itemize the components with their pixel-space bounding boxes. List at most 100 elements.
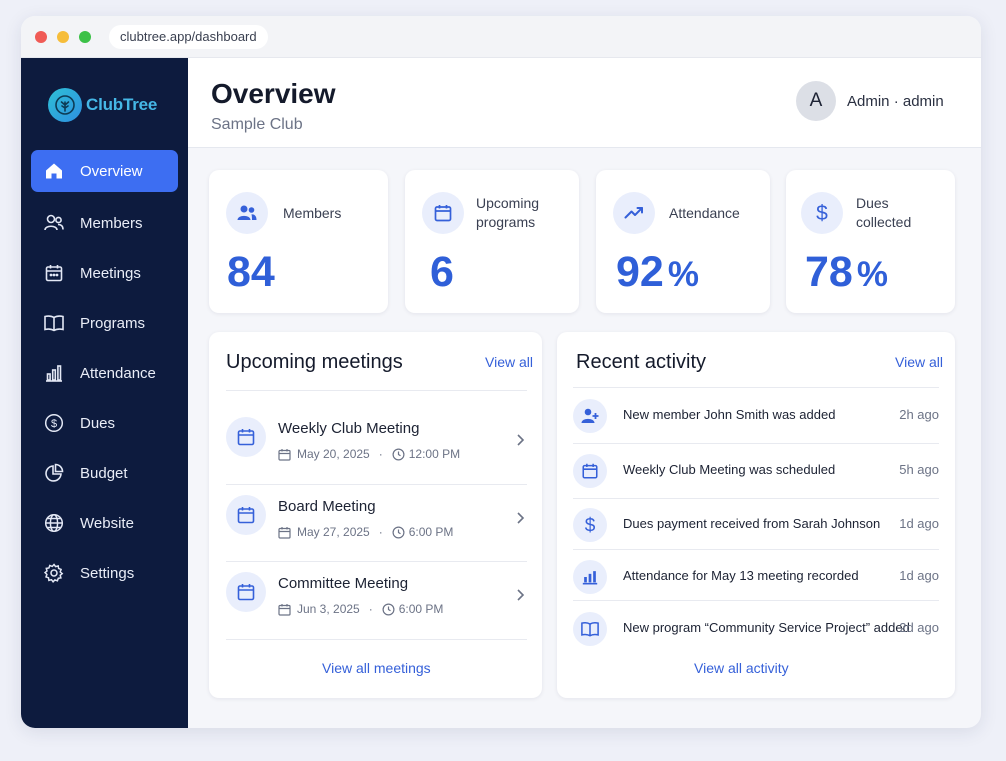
- user-menu[interactable]: Admin · admin: [847, 93, 944, 110]
- calendar-icon: [422, 192, 464, 234]
- meeting-meta: May 20, 2025 · 12:00 PM: [278, 447, 460, 461]
- clock-icon: [392, 447, 405, 461]
- activity-item: New program “Community Service Project” …: [573, 602, 939, 654]
- page-title: Overview: [211, 78, 336, 109]
- sidebar-item-label: Overview: [80, 162, 143, 180]
- sidebar-item-overview[interactable]: Overview: [31, 150, 178, 192]
- activity-text: New program “Community Service Project” …: [623, 620, 910, 635]
- stat-value: 92%: [616, 248, 699, 296]
- address-bar[interactable]: clubtree.app/dashboard: [109, 25, 268, 49]
- meeting-time: 12:00 PM: [408, 447, 461, 461]
- activity-time: 1d ago: [899, 568, 939, 583]
- activity-time: 2h ago: [899, 407, 939, 422]
- meeting-meta: May 27, 2025 · 6:00 PM: [278, 525, 453, 539]
- chevron-right-icon: [517, 512, 525, 524]
- divider: [226, 561, 527, 562]
- sidebar-item-members[interactable]: Members: [31, 202, 178, 244]
- divider: [226, 639, 527, 640]
- stat-label: Members: [283, 205, 342, 221]
- sidebar-item-programs[interactable]: Programs: [31, 302, 178, 344]
- activity-text: Weekly Club Meeting was scheduled: [623, 462, 836, 477]
- chevron-right-icon: [517, 589, 525, 601]
- page-header: Overview Sample Club A Admin · admin: [188, 58, 981, 148]
- stat-label: Attendance: [669, 205, 740, 221]
- meeting-date: May 20, 2025: [297, 447, 370, 461]
- sidebar-item-label: Budget: [80, 464, 128, 482]
- dollar-icon: $: [801, 192, 843, 234]
- browser-titlebar: clubtree.app/dashboard: [21, 16, 981, 58]
- activity-text: New member John Smith was added: [623, 407, 836, 422]
- trending-up-icon: [613, 192, 655, 234]
- meeting-date: Jun 3, 2025: [297, 602, 360, 616]
- stat-card-attendance[interactable]: Attendance 92%: [596, 170, 770, 313]
- minimize-window-button[interactable]: [57, 31, 69, 43]
- pie-chart-icon: [43, 462, 65, 484]
- sidebar-item-label: Programs: [80, 314, 146, 332]
- activity-item: $ Dues payment received from Sarah Johns…: [573, 498, 939, 550]
- user-separator: ·: [893, 93, 903, 110]
- meeting-item[interactable]: Committee Meeting Jun 3, 2025 · 6:00 PM: [226, 558, 527, 635]
- clubtree-logo[interactable]: ClubTree: [48, 88, 157, 122]
- sidebar-item-label: Members: [80, 214, 143, 232]
- sidebar: ClubTree Overview Members Meetings Progr…: [21, 58, 188, 728]
- stat-value: 6: [430, 248, 454, 296]
- panel-title: Recent activity: [576, 351, 707, 373]
- meeting-item[interactable]: Weekly Club Meeting May 20, 2025 · 12:00…: [226, 403, 527, 480]
- stat-card-members[interactable]: Members 84: [209, 170, 388, 313]
- sidebar-item-attendance[interactable]: Attendance: [31, 352, 178, 394]
- user-plus-icon: [573, 399, 607, 433]
- calendar-small-icon: [278, 526, 291, 539]
- maximize-window-button[interactable]: [79, 31, 91, 43]
- bar-chart-icon: [573, 560, 607, 594]
- svg-text:$: $: [816, 202, 828, 224]
- close-window-button[interactable]: [35, 31, 47, 43]
- sidebar-item-website[interactable]: Website: [31, 502, 178, 544]
- user-role: admin: [902, 93, 944, 110]
- tree-logo-icon: [48, 88, 82, 122]
- panel-title: Upcoming meetings: [226, 351, 403, 373]
- activity-text: Attendance for May 13 meeting recorded: [623, 568, 859, 583]
- stat-card-upcoming-programs[interactable]: Upcoming programs 6: [405, 170, 579, 313]
- activity-time: 1d ago: [899, 516, 939, 531]
- sidebar-item-budget[interactable]: Budget: [31, 452, 178, 494]
- stat-card-dues-collected[interactable]: $ Dues collected 78%: [786, 170, 955, 313]
- avatar[interactable]: A: [796, 81, 836, 121]
- calendar-icon: [226, 495, 266, 535]
- calendar-icon: [226, 417, 266, 457]
- view-all-activity-link[interactable]: View all activity: [694, 660, 789, 676]
- calendar-small-icon: [278, 603, 291, 616]
- sidebar-item-label: Meetings: [80, 264, 141, 282]
- meeting-item[interactable]: Board Meeting May 27, 2025 · 6:00 PM: [226, 481, 527, 558]
- divider: [573, 600, 939, 601]
- clock-icon: [392, 525, 405, 539]
- activity-item: Attendance for May 13 meeting recorded 1…: [573, 550, 939, 602]
- view-all-meetings-link[interactable]: View all meetings: [322, 660, 431, 676]
- meetings-view-all-link[interactable]: View all: [485, 354, 533, 370]
- globe-icon: [43, 512, 65, 534]
- brand-name: ClubTree: [86, 95, 158, 114]
- meeting-date: May 27, 2025: [297, 525, 370, 539]
- chevron-right-icon: [517, 434, 525, 446]
- club-name: Sample Club: [211, 116, 303, 133]
- users-icon: [226, 192, 268, 234]
- bar-chart-icon: [43, 362, 65, 384]
- sidebar-item-settings[interactable]: Settings: [31, 552, 178, 594]
- upcoming-meetings-panel: Upcoming meetings View all Weekly Club M…: [209, 332, 542, 698]
- svg-text:$: $: [51, 418, 57, 430]
- activity-item: Weekly Club Meeting was scheduled 5h ago: [573, 444, 939, 496]
- divider: [226, 390, 527, 391]
- book-icon: [573, 612, 607, 646]
- sidebar-item-label: Website: [80, 514, 134, 532]
- user-name: Admin: [847, 93, 890, 110]
- divider: [573, 443, 939, 444]
- activity-view-all-link[interactable]: View all: [895, 354, 943, 370]
- dollar-circle-icon: $: [43, 412, 65, 434]
- book-icon: [43, 312, 65, 334]
- sidebar-item-dues[interactable]: $ Dues: [31, 402, 178, 444]
- sidebar-item-meetings[interactable]: Meetings: [31, 252, 178, 294]
- meeting-time: 6:00 PM: [398, 602, 444, 616]
- calendar-icon: [573, 454, 607, 488]
- stat-value: 84: [227, 248, 275, 296]
- browser-window: clubtree.app/dashboard ClubTree Overview…: [21, 16, 981, 728]
- activity-time: 5h ago: [899, 462, 939, 477]
